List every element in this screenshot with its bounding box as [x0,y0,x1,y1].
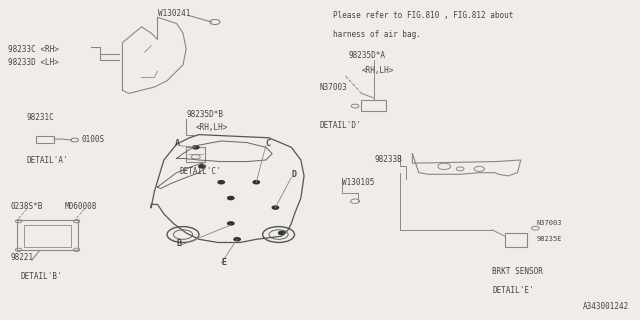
Text: 98231C: 98231C [27,113,54,122]
Circle shape [234,238,241,241]
Text: 98233D <LH>: 98233D <LH> [8,58,59,67]
Text: C: C [266,139,271,148]
Text: 98233B: 98233B [374,155,402,164]
Text: A343001242: A343001242 [583,302,629,311]
Text: M060008: M060008 [65,202,97,211]
Text: E: E [221,258,226,267]
Circle shape [199,165,205,168]
Text: DETAIL'C': DETAIL'C' [180,167,221,176]
Text: D: D [291,171,296,180]
Text: W130105: W130105 [342,178,374,188]
Circle shape [228,222,234,225]
Text: <RH,LH>: <RH,LH> [362,66,394,75]
Text: DETAIL'A': DETAIL'A' [27,156,68,165]
Text: 98233C <RH>: 98233C <RH> [8,45,59,54]
Text: harness of air bag.: harness of air bag. [333,30,420,39]
Circle shape [228,196,234,200]
Text: <RH,LH>: <RH,LH> [196,123,228,132]
Text: 0100S: 0100S [81,135,104,144]
Text: 98221: 98221 [11,253,34,262]
Text: B: B [177,239,182,248]
Text: DETAIL'D': DETAIL'D' [320,121,362,130]
Text: DETAIL'B': DETAIL'B' [20,272,62,281]
Text: N37003: N37003 [537,220,562,226]
Text: 98235E: 98235E [537,236,562,242]
Circle shape [278,231,285,235]
Text: 98235D*A: 98235D*A [349,52,386,60]
Text: N37003: N37003 [320,83,348,92]
Text: Please refer to FIG.810 , FIG.812 about: Please refer to FIG.810 , FIG.812 about [333,11,513,20]
Text: BRKT SENSOR: BRKT SENSOR [492,267,543,276]
Text: A: A [175,139,180,148]
Circle shape [218,180,225,184]
Text: 98235D*B: 98235D*B [186,110,223,119]
Circle shape [253,180,259,184]
Circle shape [193,146,199,149]
Circle shape [272,206,278,209]
Text: 0238S*B: 0238S*B [11,202,44,211]
Text: W130241: W130241 [157,9,190,18]
Text: DETAIL'E': DETAIL'E' [492,286,534,295]
